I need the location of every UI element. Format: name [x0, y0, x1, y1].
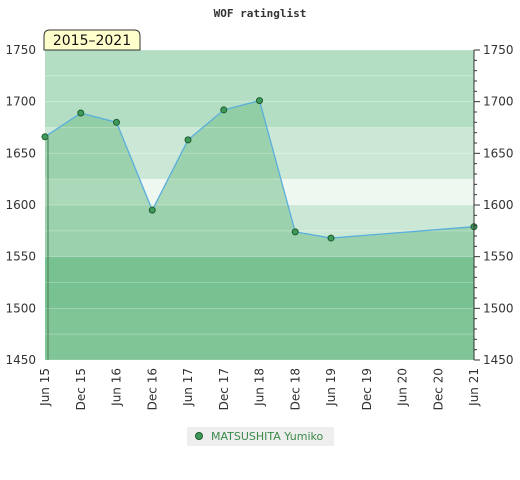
period-label: 2015–2021 [53, 33, 131, 49]
legend-marker [195, 432, 203, 440]
rating-line-layer [44, 99, 475, 239]
legend-box [187, 427, 334, 446]
x-tick-label: Jun 18 [253, 368, 267, 407]
y-tick-label-left: 1550 [5, 250, 36, 264]
data-point[interactable] [256, 97, 263, 105]
y-tick-label-left: 1450 [5, 353, 36, 367]
y-tick-label-right: 1600 [483, 198, 514, 212]
y-tick-label-left: 1750 [5, 43, 36, 57]
y-tick-label-right: 1700 [483, 95, 514, 109]
x-tick-label: Jun 19 [324, 368, 338, 407]
data-point[interactable] [41, 133, 49, 141]
y-axis-right: 1450 1500 1550 1600 1650 1700 1750 [473, 43, 514, 367]
rating-area-fill [45, 100, 474, 360]
x-tick-label: Jun 15 [38, 368, 52, 407]
y-axis-left: 1450 1500 1550 1600 1650 1700 1750 [5, 43, 49, 367]
y-tick-label-left: 1700 [5, 95, 36, 109]
x-tick-label: Jun 20 [396, 368, 410, 407]
y-tick-label-right: 1750 [483, 43, 514, 57]
data-point[interactable] [184, 136, 192, 144]
x-tick-label: Jun 17 [181, 368, 195, 407]
x-tick-label: Jun 21 [467, 368, 481, 407]
rating-points[interactable] [41, 97, 478, 242]
x-tick-label: Dec 17 [217, 368, 231, 410]
y-tick-label-right: 1550 [483, 250, 514, 264]
background-band [45, 50, 474, 76]
y-tick-label-left: 1600 [5, 198, 36, 212]
y-tick-label-left: 1650 [5, 146, 36, 160]
x-tick-label: Jun 16 [110, 368, 124, 407]
data-point[interactable] [77, 109, 85, 117]
y-tick-label-right: 1450 [483, 353, 514, 367]
data-point[interactable] [220, 106, 228, 114]
x-tick-label: Dec 15 [74, 368, 88, 410]
data-point[interactable] [113, 118, 120, 126]
x-tick-label: Dec 19 [360, 368, 374, 410]
x-axis: Jun 15 Dec 15 Jun 16 Dec 16 Jun 17 Dec 17 Jun … [38, 368, 481, 410]
data-point[interactable] [148, 206, 156, 214]
x-tick-label: Dec 16 [145, 368, 159, 410]
period-badge-box [43, 29, 141, 51]
y-tick-label-right: 1650 [483, 146, 514, 160]
y-tick-label-right: 1500 [483, 301, 514, 315]
data-point[interactable] [291, 228, 299, 236]
period-badge: 2015–2021 [43, 29, 141, 51]
legend-series-name: MATSUSHITA Yumiko [211, 430, 323, 443]
y-tick-label-left: 1500 [5, 301, 36, 315]
rating-line [44, 99, 475, 239]
rating-area [45, 100, 474, 360]
data-point[interactable] [327, 234, 335, 242]
x-tick-label: Dec 20 [431, 368, 445, 410]
x-tick-label: Dec 18 [288, 368, 302, 410]
legend[interactable]: MATSUSHITA Yumiko [187, 427, 334, 446]
chart-title: WOF ratinglist [214, 7, 307, 20]
